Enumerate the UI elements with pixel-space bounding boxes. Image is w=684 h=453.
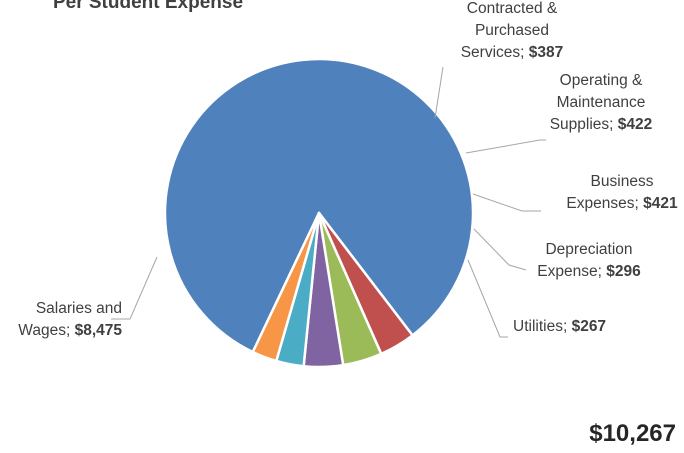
leader-line: [434, 66, 444, 119]
total-expense: $10,267: [589, 420, 676, 447]
slice-label: Business Expenses; $421: [566, 173, 678, 212]
slice-label: Utilities; $267: [513, 318, 606, 335]
slice-label: Salaries and Wages; $8,475: [18, 300, 122, 339]
slice-label: Operating & Maintenance Supplies; $422: [550, 72, 653, 133]
pie-slice: [163, 57, 475, 354]
leader-line: [111, 256, 158, 320]
leader-lines: [111, 66, 546, 338]
leader-line: [465, 139, 546, 154]
chart-title: Per Student Expense: [53, 0, 243, 13]
slice-labels: Salaries and Wages; $8,475 Contracted & Pur…: [18, 0, 678, 339]
leader-line: [467, 259, 508, 338]
slice-label: Depreciation Expense; $296: [537, 241, 641, 280]
slice-label: Contracted & Purchased Services; $387: [461, 0, 564, 61]
leader-line: [472, 193, 541, 212]
pie-slices: [163, 57, 475, 369]
pie-slice: [251, 211, 321, 363]
leader-line: [473, 228, 527, 271]
